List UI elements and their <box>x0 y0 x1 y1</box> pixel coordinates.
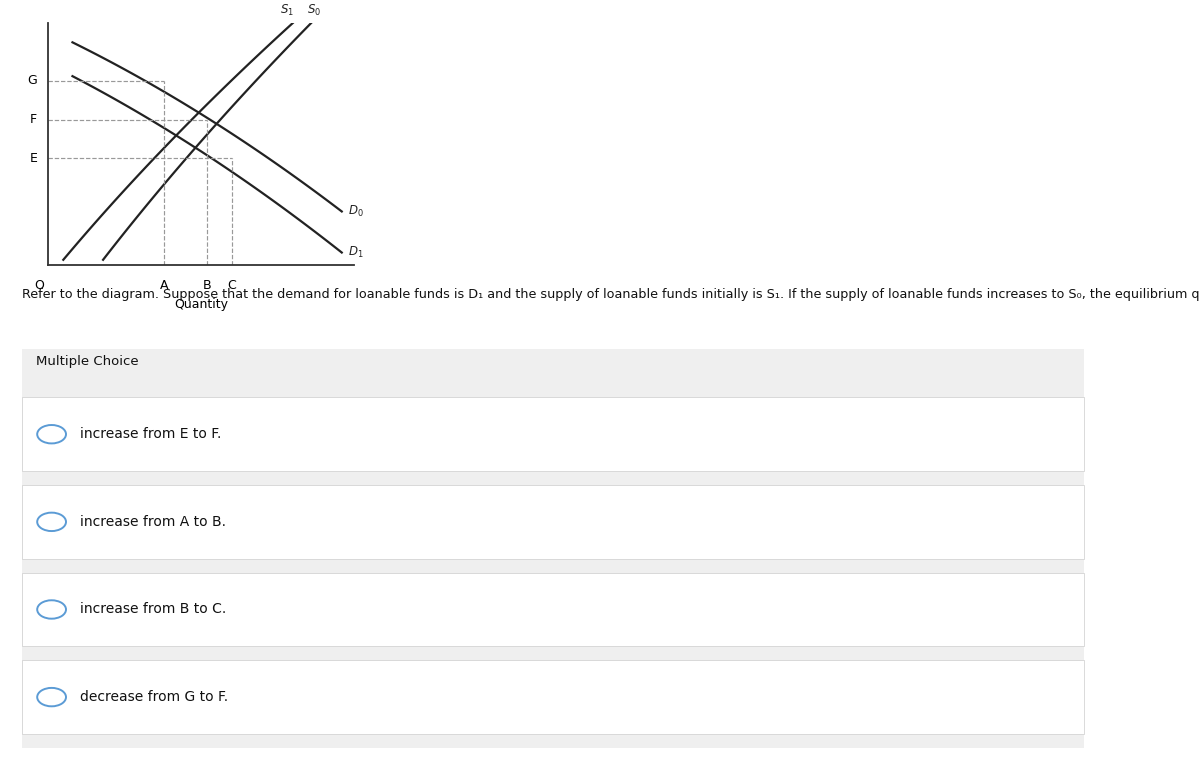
Text: increase from B to C.: increase from B to C. <box>80 602 227 617</box>
Text: $D_1$: $D_1$ <box>348 245 364 260</box>
Text: E: E <box>30 152 37 165</box>
Text: O: O <box>34 279 43 292</box>
Text: F: F <box>30 114 37 126</box>
Text: Refer to the diagram. Suppose that the demand for loanable funds is D₁ and the s: Refer to the diagram. Suppose that the d… <box>22 288 1200 301</box>
Text: $D_0$: $D_0$ <box>348 204 364 219</box>
Text: A: A <box>160 279 168 292</box>
Text: $S_0$: $S_0$ <box>307 3 322 18</box>
Text: C: C <box>227 279 236 292</box>
Text: $S_1$: $S_1$ <box>280 3 294 18</box>
Text: G: G <box>28 74 37 87</box>
Text: increase from E to F.: increase from E to F. <box>80 427 222 441</box>
Text: increase from A to B.: increase from A to B. <box>80 515 227 529</box>
Text: Multiple Choice: Multiple Choice <box>36 355 139 368</box>
Text: decrease from G to F.: decrease from G to F. <box>80 690 228 704</box>
Text: B: B <box>203 279 211 292</box>
Text: Quantity: Quantity <box>174 298 228 311</box>
